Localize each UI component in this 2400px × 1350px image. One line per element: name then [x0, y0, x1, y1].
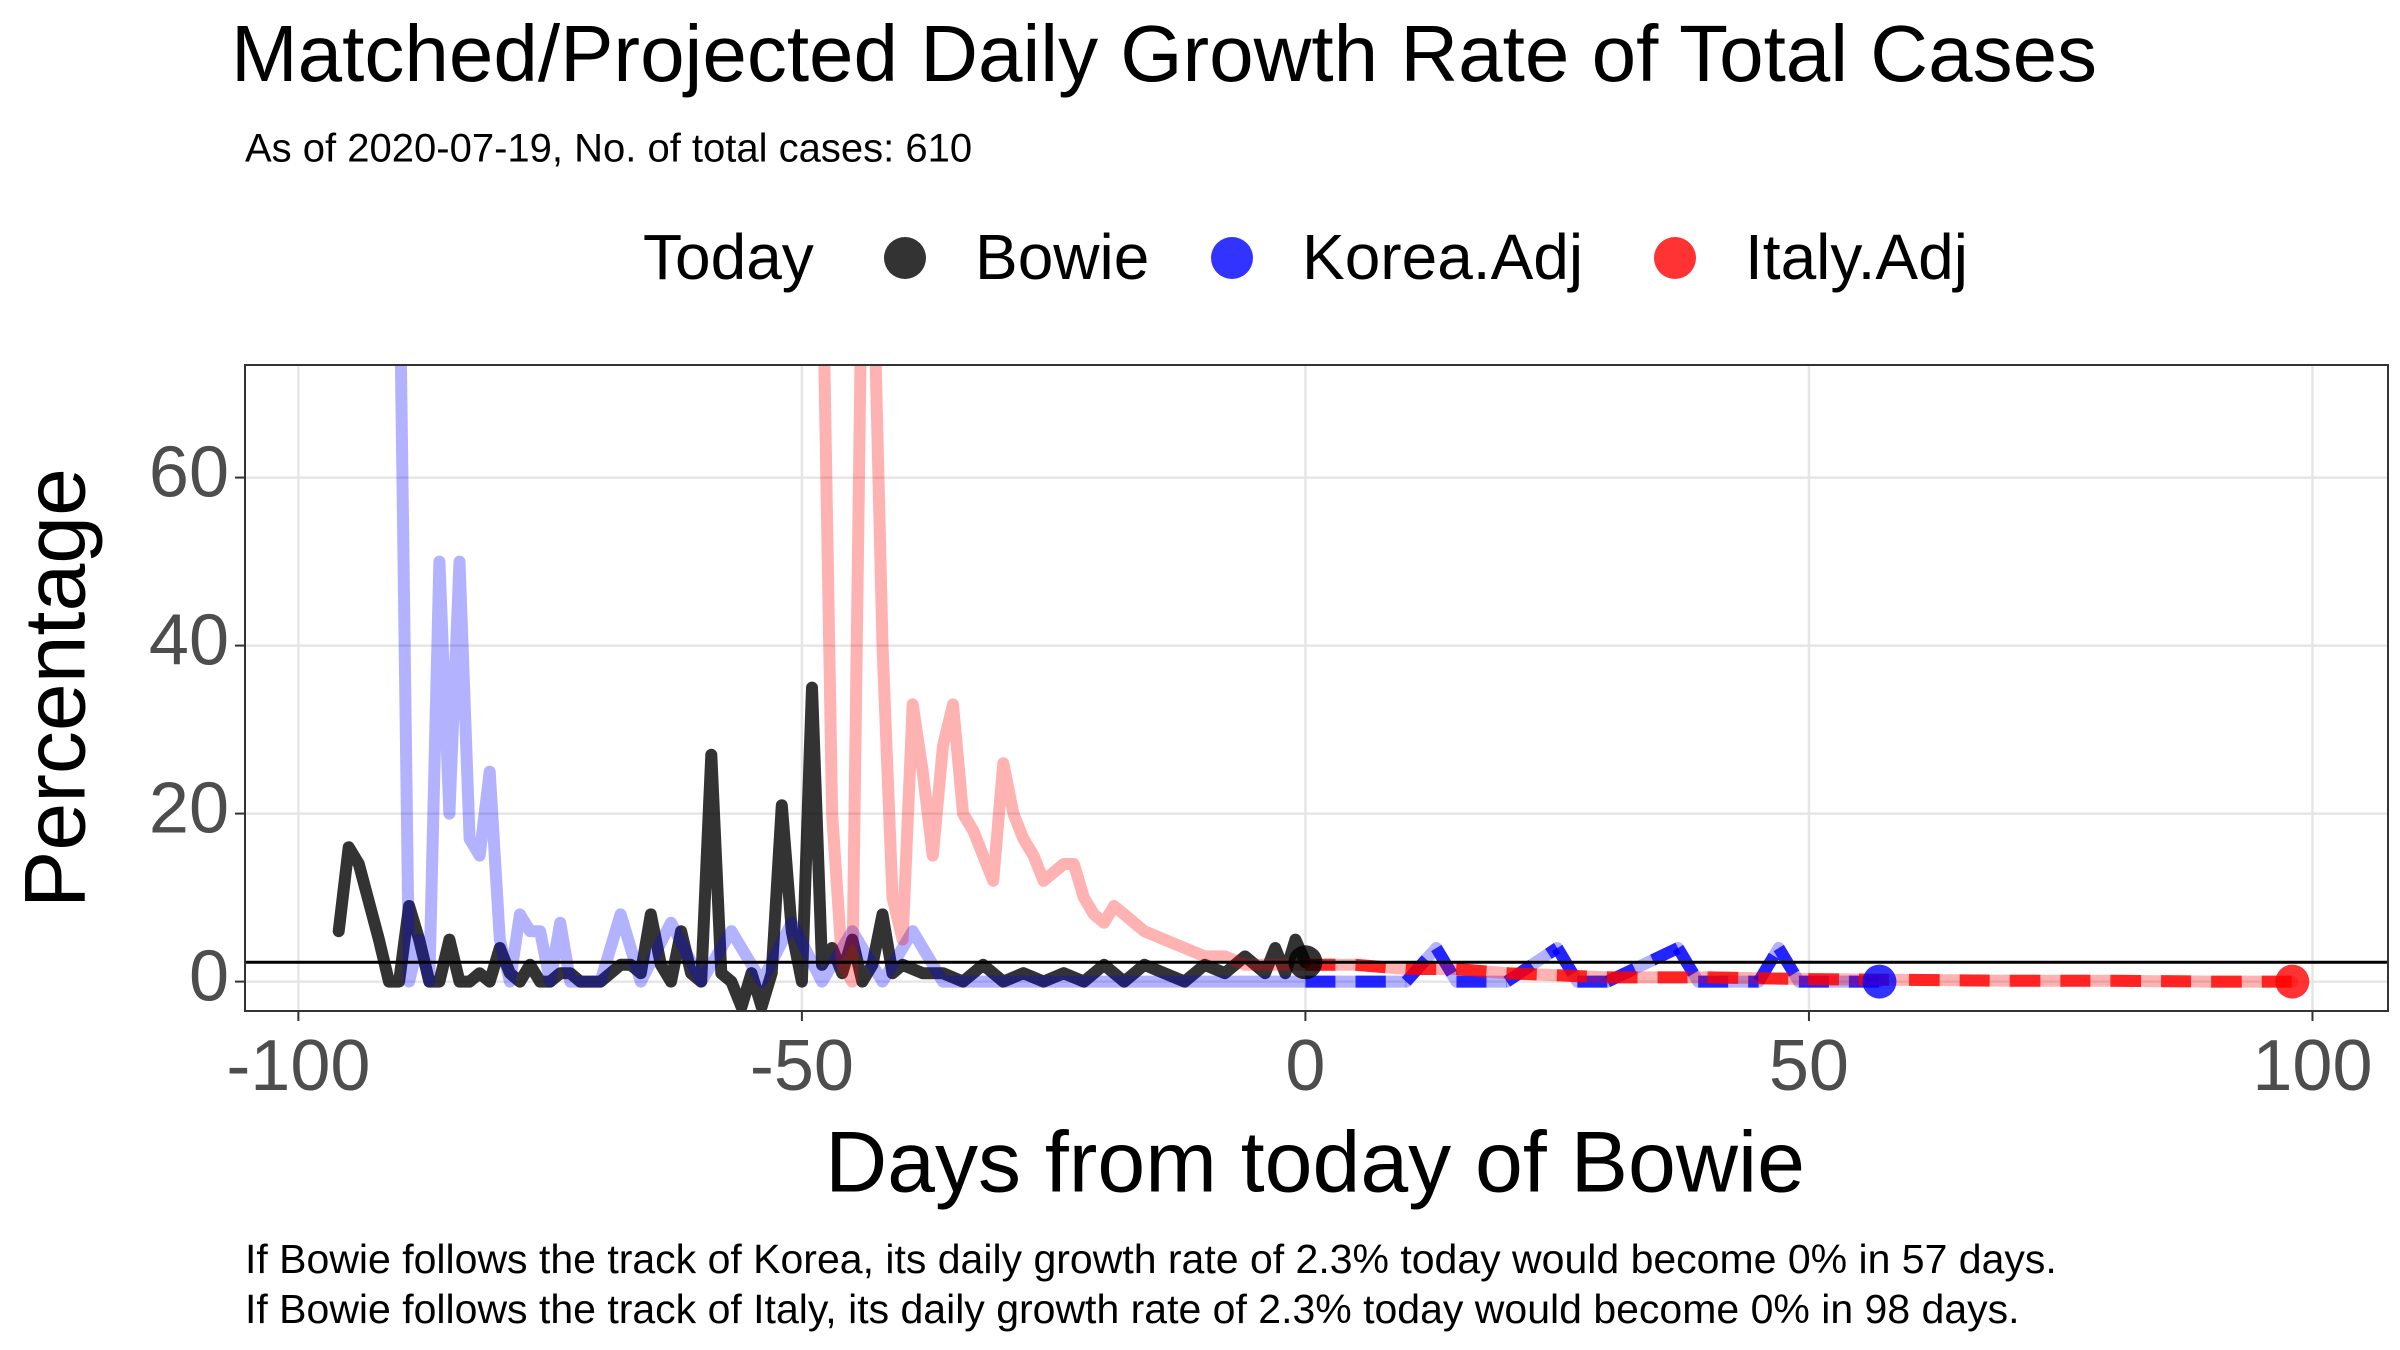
- plot-area: [245, 365, 2388, 1011]
- y-axis-title: Percentage: [8, 468, 104, 908]
- axes: 0 20 40 60 -100 -50 0 50 100: [149, 433, 2373, 1106]
- footnote: If Bowie follows the track of Korea, its…: [245, 1236, 2057, 1282]
- end-point: [1862, 964, 1897, 999]
- y-tick-label: 40: [149, 601, 229, 681]
- x-tick-label: -100: [226, 1026, 370, 1106]
- x-tick-label: -50: [750, 1026, 854, 1106]
- legend-title: Today: [643, 221, 814, 293]
- series-line: [332, 681, 1312, 1011]
- legend-swatch: [1211, 237, 1253, 279]
- projection-segment: [1431, 944, 1462, 985]
- footnote: If Bowie follows the track of Italy, its…: [245, 1286, 2020, 1332]
- legend-swatch: [884, 237, 926, 279]
- legend-label: Korea.Adj: [1302, 221, 1583, 293]
- projection-segment: [1909, 973, 2011, 987]
- x-tick-label: 0: [1285, 1026, 1325, 1106]
- projection-segment: [1808, 973, 1910, 986]
- x-tick-label: 50: [1769, 1026, 1849, 1106]
- projection-segment: [1773, 944, 1805, 985]
- legend: Bowie Korea.Adj Italy.Adj: [884, 221, 1968, 293]
- projection-segment: [1672, 944, 1704, 985]
- projection-segment: [1455, 963, 1508, 980]
- projection-segment: [1355, 958, 1407, 975]
- legend-label: Italy.Adj: [1745, 221, 1968, 293]
- projection-segment: [1552, 944, 1583, 985]
- chart-title: Matched/Projected Daily Growth Rate of T…: [231, 9, 2097, 98]
- y-tick-label: 60: [149, 433, 229, 513]
- x-axis-title: Days from today of Bowie: [825, 1115, 1805, 1211]
- projection-segment: [1506, 967, 1608, 984]
- projection-segment: [2111, 974, 2212, 988]
- projection-segment: [1708, 971, 1810, 986]
- end-point: [2275, 964, 2310, 999]
- plot-border: [244, 364, 2389, 1012]
- y-tick-label: 0: [189, 937, 229, 1017]
- legend-label: Bowie: [975, 221, 1149, 293]
- x-tick-label: 100: [2252, 1026, 2372, 1106]
- y-tick-label: 20: [149, 769, 229, 849]
- legend-swatch: [1654, 237, 1696, 279]
- chart-subtitle: As of 2020-07-19, No. of total cases: 61…: [245, 127, 972, 171]
